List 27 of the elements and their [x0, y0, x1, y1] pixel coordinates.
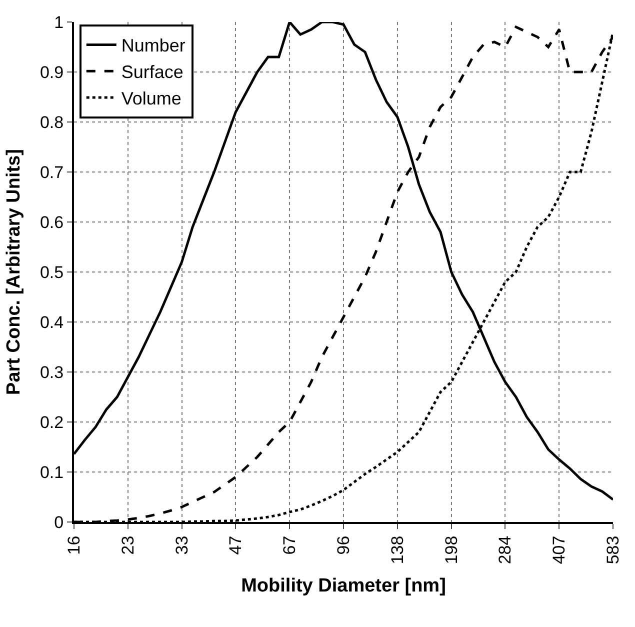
y-tick-label: 0.3 — [40, 362, 64, 382]
x-tick-label: 47 — [226, 536, 246, 555]
y-tick-label: 0.6 — [40, 212, 64, 232]
legend-label: Surface — [121, 62, 184, 82]
x-tick-label: 67 — [280, 536, 300, 555]
y-tick-label: 0.9 — [40, 62, 64, 82]
x-tick-label: 16 — [64, 536, 84, 555]
x-tick-label: 198 — [442, 536, 461, 564]
y-tick-label: 0.4 — [40, 312, 64, 332]
y-tick-label: 0.2 — [40, 412, 64, 432]
y-tick-label: 0.7 — [40, 162, 64, 182]
y-tick-label: 0.8 — [40, 112, 64, 132]
y-tick-label: 1 — [54, 12, 64, 32]
x-axis-title: Mobility Diameter [nm] — [241, 575, 446, 596]
y-axis-title: Part Conc. [Arbitrary Units] — [3, 149, 24, 395]
x-tick-label: 23 — [118, 536, 138, 555]
y-tick-label: 0 — [54, 512, 64, 532]
x-tick-label: 407 — [550, 536, 569, 564]
legend-label: Volume — [121, 88, 182, 109]
x-tick-label: 284 — [496, 536, 515, 564]
legend-label: Number — [121, 36, 186, 56]
x-tick-label: 33 — [172, 536, 192, 555]
x-tick-label: 138 — [388, 536, 407, 564]
x-tick-label: 583 — [604, 536, 623, 564]
x-tick-label: 96 — [334, 536, 354, 555]
y-tick-label: 0.1 — [40, 462, 64, 482]
y-tick-label: 0.5 — [40, 262, 64, 282]
